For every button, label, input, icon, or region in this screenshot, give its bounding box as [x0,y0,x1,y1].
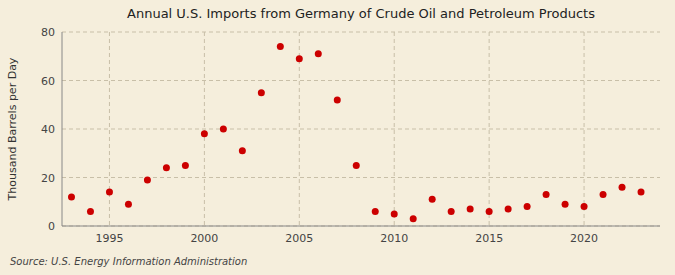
y-grid-line [62,129,660,130]
x-tick-label: 2015 [475,232,503,245]
point [144,176,151,183]
annotation: Source: U.S. Energy Information Administ… [10,256,247,267]
tick-labels: 0 20 40 60 80 1995 2000 2005 2010 2015 2020 [41,26,598,245]
y-tick-label: 60 [41,75,55,88]
x-tick-label: 2005 [285,232,313,245]
point [315,50,322,57]
y-tick-label: 20 [41,172,55,185]
point [353,162,360,169]
point [182,162,189,169]
x-tick-label: 2020 [570,232,598,245]
point [106,189,113,196]
point [467,206,474,213]
point [334,96,341,103]
chart: 0 20 40 60 80 1995 2000 2005 2010 2015 2020 Annual … [0,0,675,275]
point [448,208,455,215]
point [562,201,569,208]
point [277,43,284,50]
point [410,215,417,222]
point [505,206,512,213]
point [239,147,246,154]
point [600,191,607,198]
y-axis-label: Thousand Barrels per Day [6,57,19,201]
y-tick-label: 0 [48,220,55,233]
y-axis-line [62,32,63,226]
point [163,164,170,171]
point [201,130,208,137]
point [524,203,531,210]
x-grid-line [204,32,205,226]
x-grid-line [584,32,585,226]
background [0,0,675,275]
point [296,55,303,62]
x-tick-label: 2000 [190,232,218,245]
y-tick-label: 80 [41,26,55,39]
grid [62,32,660,226]
point [638,189,645,196]
point [543,191,550,198]
point [68,193,75,200]
x-tick-label: 1995 [95,232,123,245]
title: Annual U.S. Imports from Germany of Crud… [127,6,595,21]
point [220,126,227,133]
y-grid-line [62,226,660,227]
point [391,210,398,217]
points [68,43,645,222]
point [372,208,379,215]
y-grid-line [62,80,660,81]
x-axis-line [62,226,660,227]
point [429,196,436,203]
y-grid-line [62,32,660,33]
point [486,208,493,215]
point [258,89,265,96]
y-tick-label: 40 [41,123,55,136]
y-grid-line [62,177,660,178]
point [581,203,588,210]
point [125,201,132,208]
point [619,184,626,191]
x-tick-label: 2010 [380,232,408,245]
x-grid-line [109,32,110,226]
point [87,208,94,215]
x-grid-line [394,32,395,226]
x-grid-line [489,32,490,226]
